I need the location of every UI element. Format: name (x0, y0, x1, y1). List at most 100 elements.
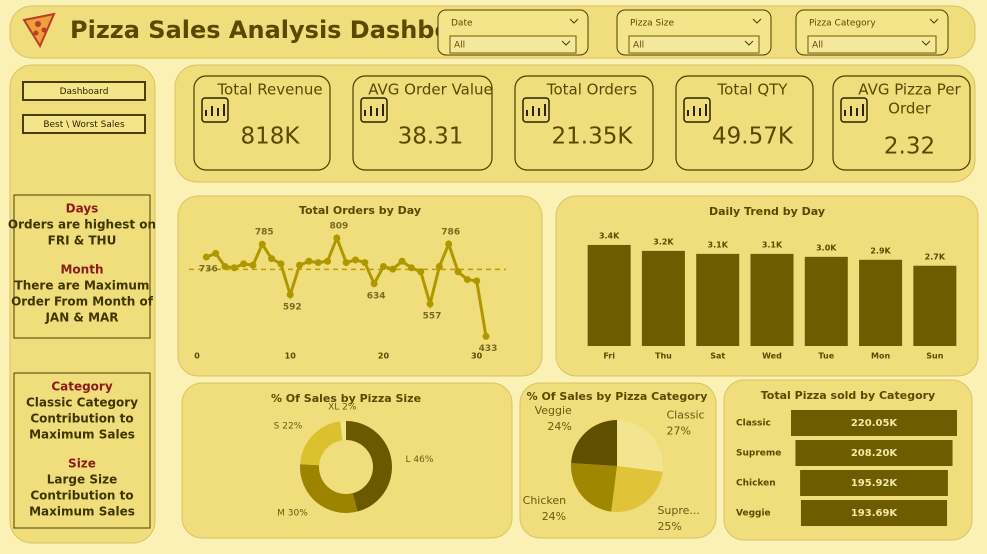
donut-panel (181, 382, 513, 539)
line-point (361, 259, 369, 267)
insight-heading: Size (68, 457, 96, 471)
line-point (407, 264, 415, 272)
data-label: 208.20K (851, 448, 899, 459)
line-point (435, 262, 443, 270)
kpi-icon (522, 97, 550, 123)
insight-text: There are Maximum (15, 279, 150, 293)
chart-title: Daily Trend by Day (709, 205, 825, 218)
category-label: Veggie (736, 509, 771, 519)
line-point (379, 262, 387, 270)
line-panel (177, 195, 543, 377)
line-point (202, 253, 210, 261)
insight-text: Orders are highest on (8, 218, 156, 232)
funnel-bar (800, 470, 948, 496)
chart-title: Total Orders by Day (299, 204, 421, 217)
x-tick-label: Mon (871, 352, 890, 361)
pie-slice (571, 463, 617, 512)
chevron (921, 40, 931, 46)
pie-slice (340, 421, 346, 441)
filter-value: All (454, 41, 465, 51)
bar (750, 253, 794, 346)
data-label: 24% (542, 510, 566, 523)
nav-button-label[interactable]: Dashboard (60, 87, 109, 97)
line-point (230, 264, 238, 272)
line-point (426, 300, 434, 308)
kpi-value: 49.57K (712, 124, 794, 150)
insight-heading: Category (51, 380, 113, 394)
funnel-bar (791, 410, 957, 436)
line-point (221, 262, 229, 270)
line-point (389, 265, 397, 273)
chart-title: % Of Sales by Pizza Category (527, 390, 708, 403)
kpi-icon (360, 97, 388, 123)
kpi-icon (683, 97, 711, 123)
line-point (351, 256, 359, 264)
x-tick-label: Wed (762, 352, 782, 361)
line-point (342, 259, 350, 267)
x-tick-label: 20 (378, 352, 390, 361)
pizza-icon (22, 12, 56, 49)
filter-label: Pizza Category (809, 19, 876, 29)
line-point (258, 240, 266, 248)
insight-heading: Days (66, 202, 99, 216)
nav-button[interactable] (22, 81, 146, 101)
pie-slice (617, 420, 663, 472)
line-point (445, 240, 453, 248)
sidebar-panel (9, 64, 156, 544)
line-point (314, 259, 322, 267)
chevron (561, 40, 571, 46)
category-label: Classic (736, 419, 771, 429)
data-label: M 30% (277, 509, 308, 519)
insight-heading: Month (60, 263, 103, 277)
data-label: L 46% (406, 455, 434, 465)
category-label: Supreme (736, 449, 781, 459)
funnel-bar (800, 500, 948, 526)
data-label: 2.9K (870, 246, 891, 255)
data-label: 3.4K (599, 231, 620, 240)
chevron (929, 18, 939, 24)
x-tick-label: 10 (285, 352, 297, 361)
category-label: Chicken (736, 479, 776, 489)
data-label: S 22% (274, 421, 303, 431)
filter-dropdown[interactable] (449, 35, 577, 54)
nav-button[interactable] (22, 114, 146, 134)
pie-category-label: Classic (667, 408, 705, 421)
line-point (463, 276, 471, 284)
insight-box (13, 372, 151, 529)
x-tick-label: Sun (926, 352, 943, 361)
data-label: 220.05K (851, 418, 899, 429)
x-tick-label: Tue (818, 352, 834, 361)
x-tick-label: Sat (710, 352, 725, 361)
kpi-label: Order (888, 100, 931, 118)
nav-button-label[interactable]: Best \ Worst Sales (43, 120, 125, 130)
line-point (286, 291, 294, 299)
line-point (240, 260, 248, 268)
data-label: 25% (657, 520, 681, 533)
chart-title: % Of Sales by Pizza Size (271, 392, 421, 405)
insight-box (13, 194, 151, 339)
insight-text: Contribution to (30, 412, 133, 426)
kpi-icon (844, 104, 864, 116)
kpi-icon (201, 97, 229, 123)
x-tick-label: 0 (194, 352, 200, 361)
kpi-icon (687, 104, 707, 116)
data-label: 2.7K (925, 252, 946, 261)
kpi-label: AVG Pizza Per (858, 81, 961, 99)
chevron (569, 18, 579, 24)
line-point (277, 260, 285, 268)
filter-label: Date (451, 19, 473, 29)
filter-label: Pizza Size (630, 19, 674, 29)
line-point (454, 268, 462, 276)
line-point (296, 261, 304, 269)
insight-text: Maximum Sales (29, 505, 135, 519)
bar (696, 253, 740, 346)
dashboard-title: Pizza Sales Analysis Dashboard (70, 16, 496, 44)
filter-dropdown[interactable] (628, 35, 760, 54)
data-label: XL 2% (328, 403, 357, 413)
line-point (249, 261, 257, 269)
insight-text: Contribution to (30, 489, 133, 503)
filter-dropdown[interactable] (807, 35, 937, 54)
data-label: 433 (479, 344, 498, 354)
